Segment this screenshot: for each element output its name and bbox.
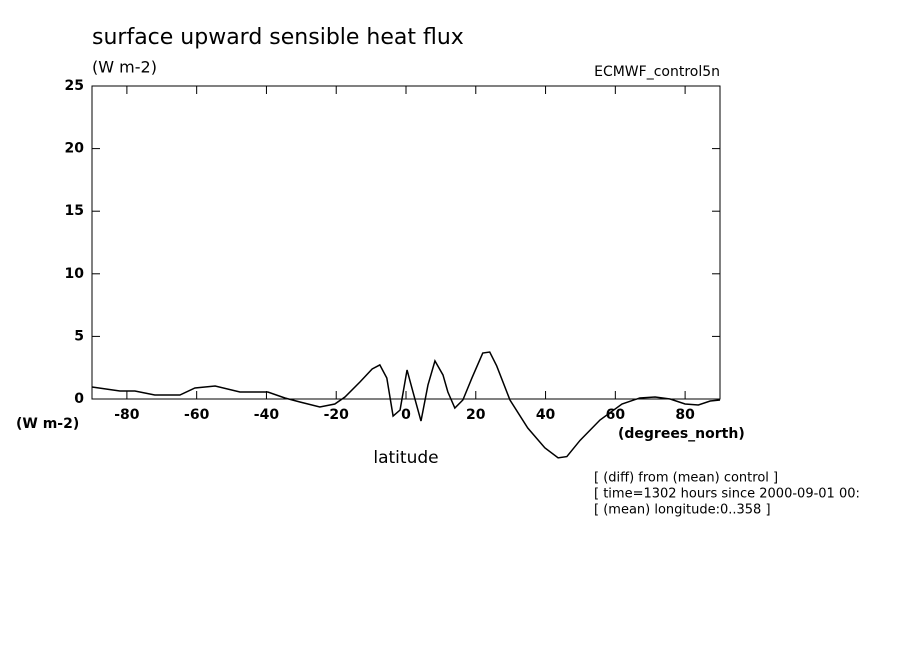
note: [ (diff) from (mean) control ] xyxy=(594,471,778,486)
x-tick-label: -60 xyxy=(184,407,210,423)
x-tick-label: 0 xyxy=(401,407,411,423)
y-tick-label: 10 xyxy=(65,266,85,282)
x-tick-label: 60 xyxy=(606,407,626,423)
x-tick-label: 80 xyxy=(675,407,695,423)
note: [ time=1302 hours since 2000-09-01 00: xyxy=(594,487,860,502)
plot-frame xyxy=(91,85,721,400)
y-tick-label: 15 xyxy=(65,203,84,219)
y-tick-label: 5 xyxy=(74,328,84,344)
units-label: (W m-2) xyxy=(92,58,157,77)
y-tick-label: 0 xyxy=(74,391,84,407)
data-line xyxy=(91,351,721,459)
chart-title: surface upward sensible heat flux xyxy=(92,25,464,50)
x-tick-label: -40 xyxy=(254,407,280,423)
y-tick-label: 20 xyxy=(65,141,85,157)
x-tick-label: 40 xyxy=(536,407,556,423)
x-units: (degrees_north) xyxy=(618,426,745,442)
dataset-label: ECMWF_control5n xyxy=(594,64,720,80)
x-tick-label: -20 xyxy=(324,407,350,423)
x-tick-label: -80 xyxy=(114,407,140,423)
note: [ (mean) longitude:0..358 ] xyxy=(594,503,771,518)
x-axis-label: latitude xyxy=(373,448,438,468)
y-tick-label: 25 xyxy=(65,78,84,94)
y-axis-label: (W m-2) xyxy=(16,416,79,432)
x-tick-label: 20 xyxy=(466,407,486,423)
